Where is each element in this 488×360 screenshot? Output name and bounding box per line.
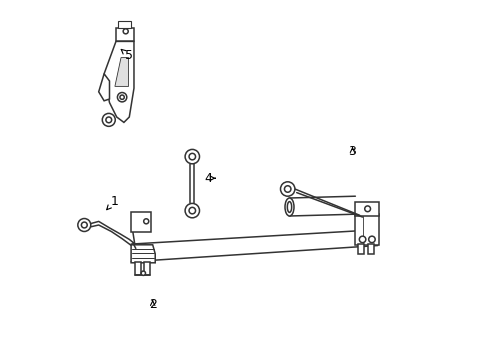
Polygon shape — [104, 41, 134, 122]
Bar — [131, 212, 151, 232]
Circle shape — [280, 182, 294, 196]
Text: 1: 1 — [106, 195, 118, 210]
Bar — [135, 262, 141, 275]
Polygon shape — [131, 245, 155, 263]
Circle shape — [141, 271, 145, 275]
Circle shape — [185, 203, 199, 218]
Bar — [116, 28, 134, 41]
Ellipse shape — [287, 202, 291, 212]
Circle shape — [123, 29, 128, 34]
Ellipse shape — [285, 198, 293, 216]
Circle shape — [359, 236, 365, 243]
Circle shape — [284, 186, 290, 192]
Circle shape — [189, 207, 195, 214]
Bar — [144, 262, 150, 275]
Bar — [355, 202, 378, 216]
Circle shape — [81, 222, 87, 228]
Polygon shape — [115, 58, 128, 86]
Text: 3: 3 — [348, 145, 356, 158]
Bar — [367, 244, 373, 254]
Circle shape — [78, 219, 91, 231]
Circle shape — [117, 93, 126, 102]
Circle shape — [189, 153, 195, 160]
Text: 2: 2 — [148, 298, 156, 311]
Bar — [118, 21, 131, 28]
Bar — [355, 214, 378, 245]
Text: 4: 4 — [204, 172, 215, 185]
Circle shape — [185, 149, 199, 164]
Bar — [357, 244, 364, 254]
Circle shape — [143, 219, 148, 224]
Circle shape — [106, 117, 111, 123]
Circle shape — [364, 206, 370, 212]
Circle shape — [102, 113, 115, 126]
Circle shape — [120, 95, 124, 99]
Polygon shape — [99, 74, 109, 101]
Circle shape — [368, 236, 374, 243]
Text: 5: 5 — [121, 49, 132, 62]
